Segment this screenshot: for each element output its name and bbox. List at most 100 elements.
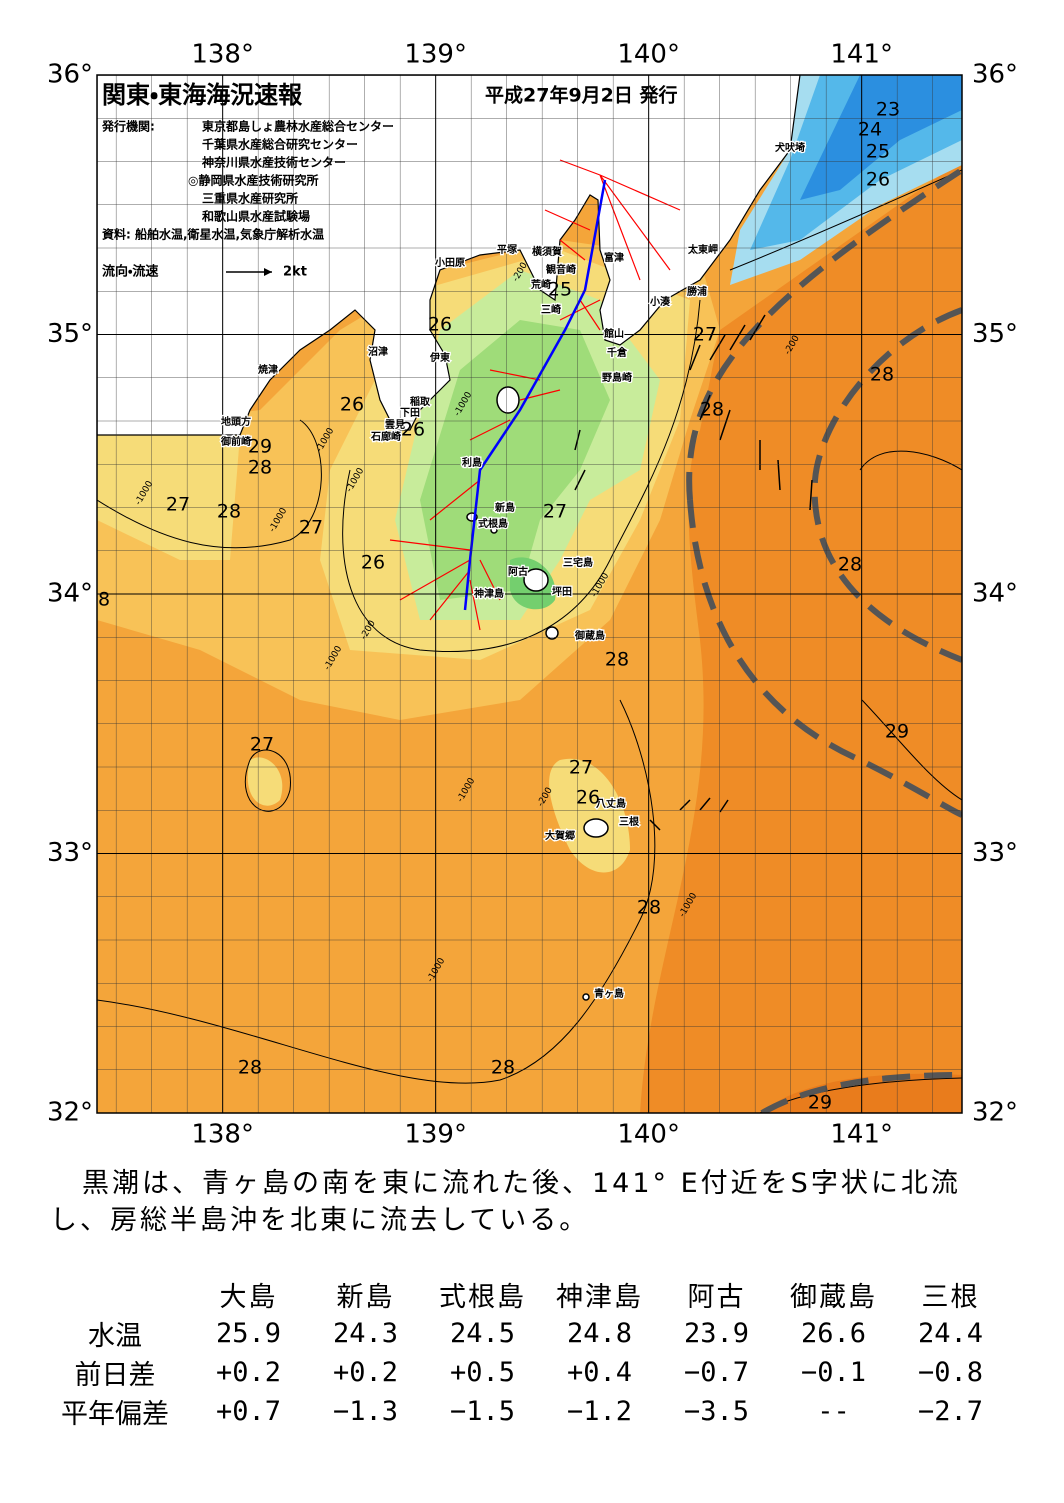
place-name: 下田 (400, 407, 420, 419)
issuer: 和歌山県水産試験場 (201, 209, 310, 224)
cell: −0.8 (917, 1357, 984, 1388)
cell: +0.4 (566, 1357, 633, 1388)
lat-label: 36° (47, 60, 93, 90)
summary-line: 黒潮は、青ヶ島の南を東に流れた後、141° E付近をS字状に北流 (82, 1168, 961, 1199)
contour-label: 27 (543, 501, 567, 523)
cell: −0.7 (683, 1357, 750, 1388)
cell: +0.5 (449, 1357, 516, 1388)
place-name: 御前崎 (220, 435, 251, 448)
cell: +0.2 (215, 1357, 282, 1388)
column-header: 大島 (219, 1282, 278, 1313)
cell: −0.1 (800, 1357, 867, 1388)
contour-label: 27 (569, 757, 593, 779)
contour-label: 24 (858, 119, 882, 141)
place-name: 坪田 (552, 585, 572, 598)
column-header: 式根島 (439, 1282, 526, 1313)
cell: −2.7 (917, 1396, 984, 1427)
lon-label: 140° (617, 1120, 680, 1150)
place-name: 太東岬 (687, 243, 718, 256)
adcp-vectors (574, 314, 813, 831)
contour-label: 26 (576, 787, 600, 809)
contour-label: 8 (98, 589, 110, 611)
place-name: 利島 (462, 456, 482, 469)
row-header: 平年偏差 (61, 1399, 169, 1430)
lon-label: 139° (404, 40, 467, 70)
legend-scale: 2kt (283, 265, 307, 280)
map-title: 関東・東海海況速報 (102, 81, 303, 109)
cell: 24.3 (332, 1318, 399, 1349)
contour-label: 27 (250, 734, 274, 756)
place-name: 新島 (494, 501, 515, 514)
place-name: 平塚 (497, 243, 518, 256)
isotherms (97, 169, 962, 1113)
lat-label: 32° (47, 1098, 93, 1128)
lon-label: 138° (191, 1120, 254, 1150)
contour-label: 23 (876, 99, 900, 121)
cell: 23.9 (683, 1318, 750, 1349)
contour-label: 28 (838, 554, 862, 576)
place-name: 富津 (604, 251, 624, 264)
place-name: 三崎 (541, 303, 561, 316)
contour-label: 28 (248, 457, 272, 479)
cell: −3.5 (683, 1396, 750, 1427)
place-name: 館山 (603, 327, 624, 340)
contour-label: 29 (248, 436, 272, 458)
contour-label: 29 (885, 721, 909, 743)
header-row: 大島 新島 式根島 神津島 阿古 御蔵島 三根 (40, 1275, 1009, 1314)
lon-label: 141° (830, 40, 893, 70)
cell: +0.2 (332, 1357, 399, 1388)
place-name: 犬吠埼 (775, 141, 805, 154)
issuer: 三重県水産研究所 (202, 191, 298, 206)
cell: 26.6 (800, 1318, 867, 1349)
place-name: 横須賀 (532, 245, 562, 258)
place-name: 野島崎 (602, 371, 632, 384)
column-header: 神津島 (556, 1282, 643, 1313)
column-header: 新島 (336, 1282, 395, 1313)
lon-label: 139° (404, 1120, 467, 1150)
contour-label: 26 (361, 552, 385, 574)
contour-label: 26 (428, 314, 452, 336)
issuer: 神奈川県水産技術センター (201, 155, 346, 170)
cell: 24.8 (566, 1318, 633, 1349)
lon-label: 141° (830, 1120, 893, 1150)
cell: 25.9 (215, 1318, 282, 1349)
place-name: 千倉 (607, 346, 628, 359)
place-name: 神津島 (473, 587, 504, 600)
place-name: 小田原 (434, 256, 465, 269)
issuer: 千葉県水産総合研究センター (202, 137, 358, 152)
corner-cell (40, 1275, 190, 1314)
place-name: 観音崎 (546, 263, 576, 276)
lat-label: 35° (972, 319, 1018, 349)
place-name: 稲取 (410, 395, 431, 408)
place-name: 小湊 (649, 295, 671, 308)
current-vectors (389, 159, 681, 631)
cell: 24.5 (449, 1318, 516, 1349)
lon-label: 140° (617, 40, 680, 70)
sources: 資料: 船舶水温,衛星水温,気象庁解析水温 (102, 227, 324, 242)
summary-line: し、房総半島沖を北東に流去している。 (50, 1205, 590, 1236)
column-header: 御蔵島 (790, 1282, 877, 1313)
table-row: 平年偏差 +0.7 −1.3 −1.5 −1.2 −3.5 -- −2.7 (40, 1392, 1009, 1431)
cell: −1.2 (566, 1396, 633, 1427)
place-name: 御蔵島 (574, 629, 605, 642)
map: 関東・東海海況速報 平成27年9月2日 発行 発行機関: 資料: 船舶水温,衛星… (47, 40, 1018, 1150)
cell: −1.5 (449, 1396, 516, 1427)
column-header: 三根 (921, 1282, 980, 1313)
place-name: 三根 (619, 815, 640, 828)
cell: -- (817, 1396, 850, 1427)
legend-label: 流向・流速 (102, 264, 158, 280)
water-temperature-table: 大島 新島 式根島 神津島 阿古 御蔵島 三根 水温 25.9 24.3 24.5 24.8 23.9 2… (40, 1275, 1009, 1431)
contour-label: 28 (605, 649, 629, 671)
contour-label: 26 (866, 169, 890, 191)
lat-label: 36° (972, 60, 1018, 90)
column-header: 阿古 (687, 1282, 746, 1313)
contour-label: 27 (693, 324, 717, 346)
contour-label: 28 (217, 501, 241, 523)
place-name: 伊東 (429, 351, 450, 364)
table-row: 水温 25.9 24.3 24.5 24.8 23.9 26.6 24.4 (40, 1314, 1009, 1353)
lat-label: 35° (47, 319, 93, 349)
place-name: 三宅島 (563, 556, 593, 569)
contour-label: 28 (870, 364, 894, 386)
contour-label: 25 (866, 141, 890, 163)
